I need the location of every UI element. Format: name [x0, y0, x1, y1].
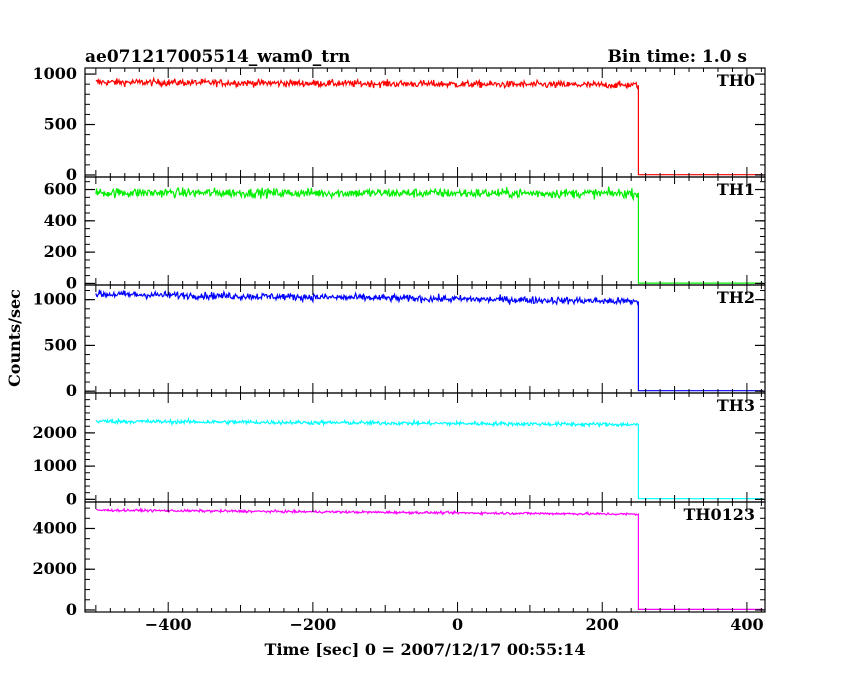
panel-th3: 0 1000 2000 TH3	[32, 392, 766, 508]
series-line-th3	[95, 417, 763, 500]
x-tick-label: 400	[730, 615, 763, 634]
y-tick-label: 500	[44, 335, 77, 354]
y-tick-label: 2000	[32, 423, 77, 442]
x-tick-label: 200	[586, 615, 619, 634]
series-line-th0	[95, 76, 763, 176]
y-tick-label: 1000	[32, 456, 77, 475]
panel-th2: 0 500 1000 TH2	[32, 284, 766, 400]
panel-label: TH0	[717, 71, 755, 90]
y-tick-label: 200	[44, 242, 77, 261]
y-tick-label: 1000	[32, 64, 77, 83]
x-axis-label: Time [sec] 0 = 2007/12/17 00:55:14	[265, 640, 586, 659]
series-line-th2	[95, 289, 763, 392]
panel-th0123: 0 2000 4000 TH0123	[32, 501, 766, 619]
panel-frame	[84, 392, 766, 503]
y-tick-label: 0	[66, 273, 77, 292]
y-tick-label: 0	[66, 165, 77, 184]
panel-label: TH1	[717, 180, 755, 199]
y-tick-label: 1000	[32, 290, 77, 309]
x-tick-label: 0	[452, 615, 463, 634]
series-line-th0123	[95, 507, 763, 610]
y-tick-label: 0	[66, 489, 77, 508]
panel-th1: 0 200 400 600 TH1	[44, 176, 766, 292]
y-tick-label: 0	[66, 381, 77, 400]
y-axis-label: Counts/sec	[5, 289, 24, 387]
x-tick-label: −400	[145, 615, 192, 634]
panel-frame	[84, 284, 766, 394]
panel-label: TH0123	[683, 505, 755, 524]
panel-frame	[84, 501, 766, 613]
bin-time-label: Bin time: 1.0 s	[608, 47, 747, 67]
y-tick-label: 0	[66, 600, 77, 619]
series-line-th1	[95, 186, 763, 284]
chart-title: ae071217005514_wam0_trn	[85, 47, 350, 67]
x-tick-label: −200	[289, 615, 336, 634]
panel-th0: 0 500 1000 TH0	[32, 64, 766, 184]
panel-label: TH2	[717, 288, 755, 307]
y-tick-label: 4000	[32, 518, 77, 537]
y-tick-label: 600	[44, 180, 77, 199]
panel-label: TH3	[717, 396, 755, 415]
y-tick-label: 2000	[32, 559, 77, 578]
y-tick-label: 500	[44, 115, 77, 134]
x-axis-labels: −400 −200 0 200 400	[145, 615, 764, 634]
y-tick-label: 400	[44, 211, 77, 230]
